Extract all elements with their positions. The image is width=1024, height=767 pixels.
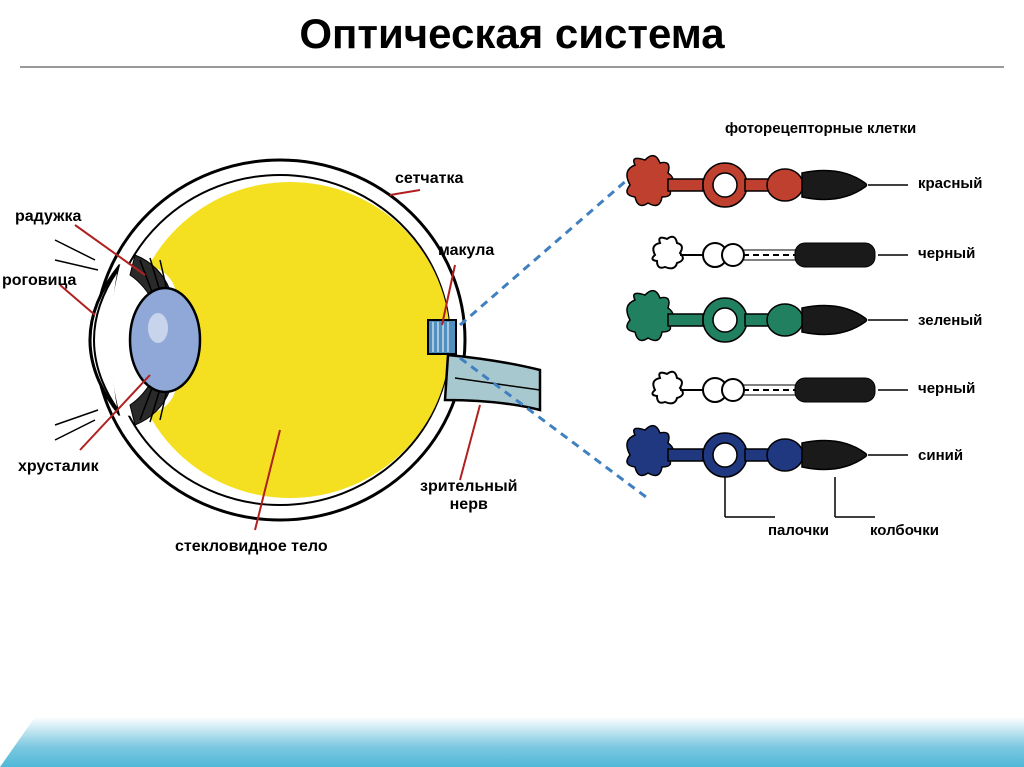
label-cornea: роговица: [2, 272, 76, 290]
cell-label-red: красный: [918, 175, 982, 192]
label-optic-nerve: зрительныйнерв: [420, 478, 517, 513]
label-retina: сетчатка: [395, 170, 463, 188]
cell-label-blue: синий: [918, 447, 963, 464]
cell-label-green: зеленый: [918, 312, 982, 329]
cones-label: колбочки: [870, 522, 939, 539]
diagram-container: радужка роговица хрусталик стекловидное …: [0, 90, 1024, 720]
cell-label-black2: черный: [918, 380, 975, 397]
label-lens: хрусталик: [18, 458, 99, 476]
label-iris: радужка: [15, 208, 81, 226]
label-macula: макула: [438, 242, 494, 260]
photoreceptor-diagram: [620, 145, 980, 575]
cell-label-black1: черный: [918, 245, 975, 262]
page-title: Оптическая система: [20, 0, 1004, 68]
rods-label: палочки: [768, 522, 829, 539]
label-photoreceptors-header: фоторецепторные клетки: [725, 120, 916, 137]
decorative-stripe: [0, 717, 1024, 767]
label-vitreous: стекловидное тело: [175, 538, 328, 556]
